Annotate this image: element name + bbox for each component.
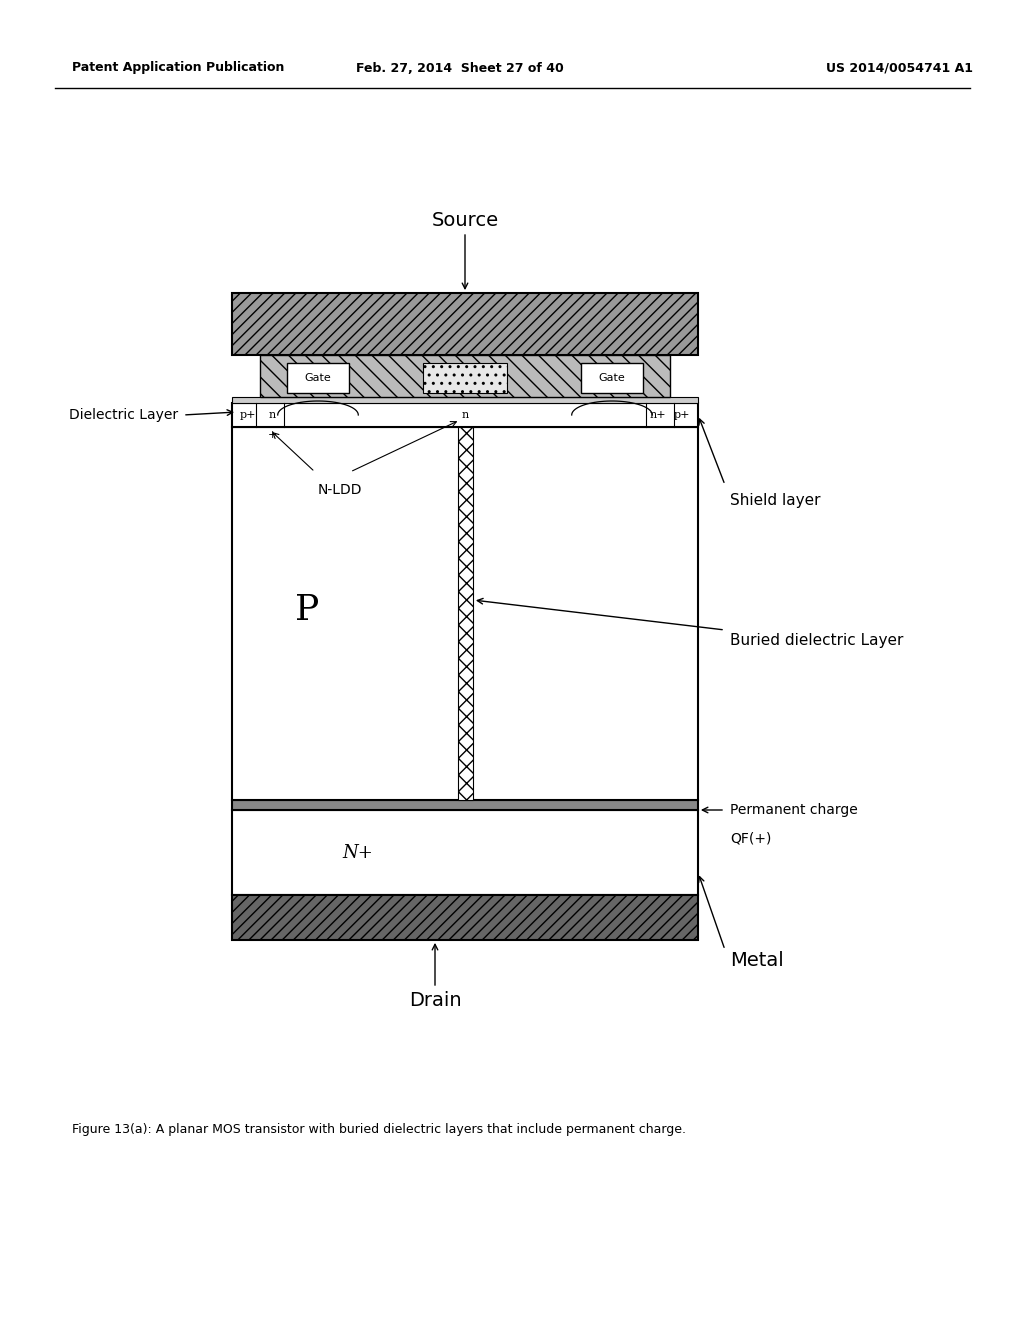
Bar [287,363,349,393]
Text: Gate: Gate [304,374,332,383]
Bar [458,426,473,800]
Text: US 2014/0054741 A1: US 2014/0054741 A1 [826,62,974,74]
Text: N-LDD: N-LDD [317,483,362,498]
Text: Buried dielectric Layer: Buried dielectric Layer [730,632,903,648]
Text: +: + [267,430,276,440]
Text: QF(+): QF(+) [730,832,771,845]
Text: Figure 13(a): A planar MOS transistor with buried dielectric layers that include: Figure 13(a): A planar MOS transistor wi… [72,1123,686,1137]
Bar [423,363,507,393]
Bar [232,403,698,426]
Text: Gate: Gate [599,374,626,383]
Text: Patent Application Publication: Patent Application Publication [72,62,285,74]
Bar [232,426,698,800]
Text: Drain: Drain [409,990,462,1010]
Text: p+: p+ [674,411,690,420]
Bar [232,800,698,810]
Text: Dielectric Layer: Dielectric Layer [69,408,178,422]
Bar [232,293,698,355]
Text: n+: n+ [649,411,667,420]
Bar [232,810,698,895]
Text: Metal: Metal [730,950,783,969]
Text: Shield layer: Shield layer [730,492,820,507]
Bar [232,895,698,940]
Text: Feb. 27, 2014  Sheet 27 of 40: Feb. 27, 2014 Sheet 27 of 40 [356,62,564,74]
Text: Source: Source [431,210,499,230]
Text: n: n [268,411,275,420]
Text: n: n [462,411,469,420]
Text: Permanent charge: Permanent charge [730,803,858,817]
Text: p+: p+ [240,411,256,420]
Text: N+: N+ [342,843,373,862]
Bar [232,397,698,403]
Bar [260,355,670,397]
Bar [581,363,643,393]
Text: P: P [295,593,319,627]
